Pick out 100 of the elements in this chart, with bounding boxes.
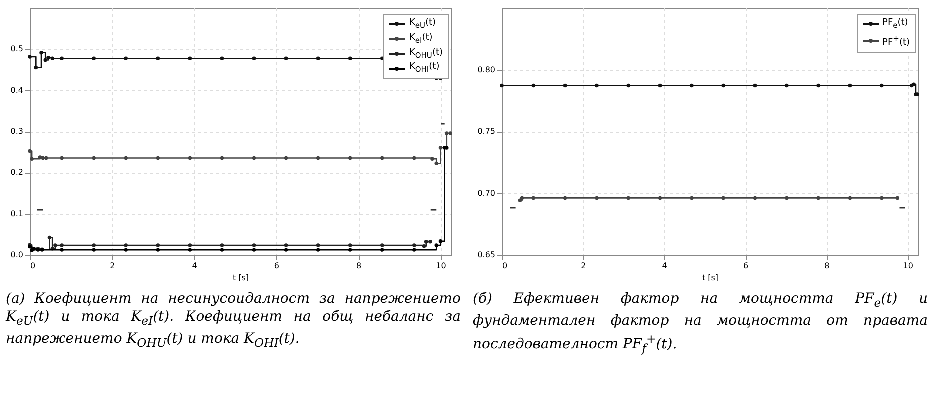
point [220, 244, 224, 248]
point [348, 56, 352, 60]
point [156, 244, 160, 248]
point [595, 84, 599, 88]
y-tick-label: 0.70 [478, 188, 496, 198]
point [412, 244, 416, 248]
point [520, 196, 524, 200]
point [690, 196, 694, 200]
point [424, 240, 428, 244]
point [124, 248, 128, 252]
point [658, 196, 662, 200]
y-tick-label: 0.65 [478, 250, 496, 260]
point [44, 58, 48, 62]
point [188, 248, 192, 252]
x-tick-label: 2 [110, 262, 116, 270]
point [60, 156, 64, 160]
x-tick-label: 0 [30, 262, 36, 270]
point [438, 146, 443, 150]
point [626, 196, 630, 200]
point [28, 55, 32, 59]
point [380, 156, 384, 160]
point [563, 84, 568, 88]
point [880, 196, 884, 200]
point [156, 56, 160, 60]
point [48, 236, 52, 240]
point [124, 244, 128, 248]
point [220, 156, 224, 160]
point [316, 248, 320, 252]
point [500, 84, 504, 88]
point [220, 56, 224, 60]
point [252, 248, 256, 252]
x-axis-title: t [s] [702, 274, 719, 282]
point [448, 132, 452, 136]
point [428, 240, 432, 244]
x-axis-title: t [s] [232, 274, 250, 282]
legend-label: PF$_{e}$(t) [882, 17, 908, 32]
point [518, 198, 522, 203]
point [532, 84, 536, 88]
point [816, 196, 820, 200]
point [44, 156, 48, 160]
y-tick-label: 0.2 [10, 168, 24, 178]
x-tick-label: 6 [274, 262, 280, 270]
point [54, 244, 58, 248]
point [188, 56, 192, 60]
point [348, 156, 352, 160]
point [34, 66, 38, 70]
point [722, 84, 726, 88]
point [412, 156, 416, 160]
point [46, 56, 50, 60]
point [348, 244, 352, 248]
point [40, 51, 44, 55]
point [848, 84, 852, 88]
point [41, 156, 46, 160]
point [28, 149, 32, 154]
point [445, 146, 449, 150]
point [348, 248, 352, 252]
point [188, 156, 192, 160]
point [60, 244, 64, 248]
point [124, 56, 128, 60]
x-tick-label: 2 [581, 262, 586, 270]
y-tick-label: 0.80 [478, 65, 496, 74]
point [380, 248, 384, 252]
y-tick-label: 0.4 [10, 86, 24, 95]
point [438, 240, 443, 244]
y-tick-label: 0.3 [10, 127, 24, 136]
legend-label: K$_{OHI}$(t) [409, 61, 440, 76]
point [30, 157, 34, 161]
point [92, 248, 96, 252]
x-tick-label: 8 [356, 262, 362, 270]
point [658, 84, 662, 88]
point [316, 244, 320, 248]
point [422, 244, 426, 248]
point [284, 244, 288, 248]
point [92, 244, 96, 248]
x-tick-label: 8 [824, 262, 830, 270]
point [434, 162, 438, 166]
legend-label: K$_{eU}$(t) [409, 17, 436, 32]
point [60, 248, 64, 252]
legend-label: K$_{eI}$(t) [409, 32, 433, 47]
point [785, 196, 789, 200]
point [188, 244, 192, 248]
point [380, 244, 384, 248]
point [284, 56, 288, 60]
point [430, 157, 434, 161]
point [284, 156, 288, 160]
point [896, 196, 900, 200]
point [412, 248, 416, 252]
point [156, 156, 160, 160]
point [785, 84, 789, 88]
point [252, 156, 256, 160]
point [532, 196, 536, 200]
point [722, 196, 726, 200]
point [220, 248, 224, 252]
point [434, 244, 438, 248]
point [284, 248, 288, 252]
point [156, 248, 160, 252]
point [880, 84, 884, 88]
point [50, 56, 54, 60]
legend-label: PF$^{+}$(t) [882, 32, 910, 50]
point [316, 156, 320, 160]
